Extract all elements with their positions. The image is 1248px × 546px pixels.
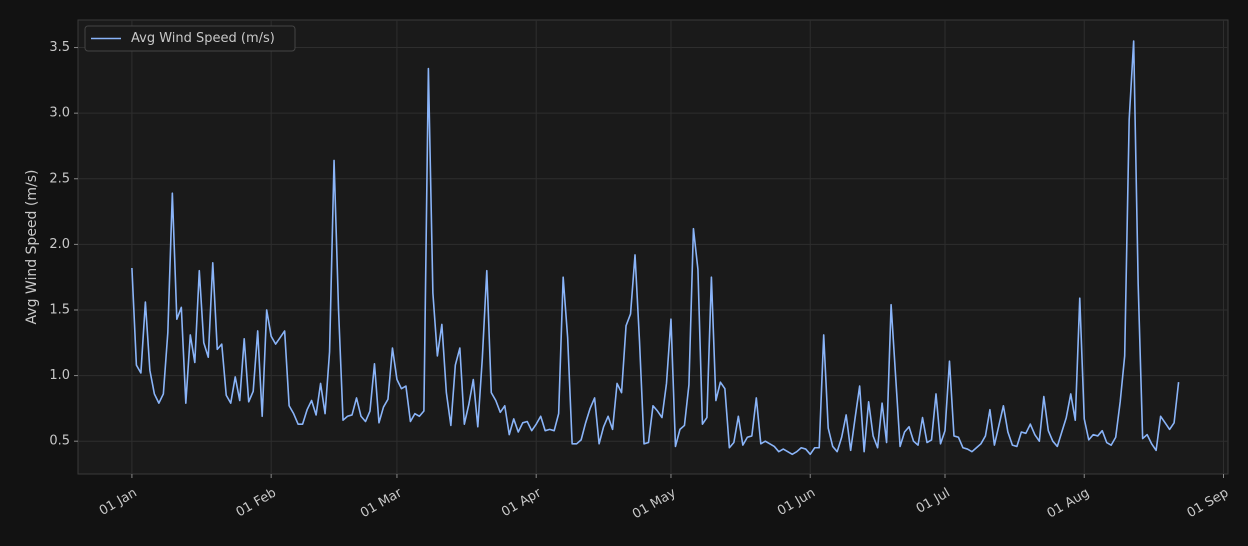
y-tick-label: 0.5 [49,434,70,449]
legend-box [84,25,296,52]
plot-area [77,19,1229,475]
y-tick-label: 2.0 [49,237,70,252]
y-axis-label: Avg Wind Speed (m/s) [24,170,40,325]
line [131,40,1180,456]
legend-label: Avg Wind Speed (m/s) [131,31,275,46]
y-tick-label: 2.5 [49,171,70,186]
y-tick-label: 1.0 [49,368,70,383]
y-tick-label: 3.0 [49,106,70,121]
y-tick-label: 3.5 [49,40,70,55]
y-tick-label: 1.5 [49,302,70,317]
